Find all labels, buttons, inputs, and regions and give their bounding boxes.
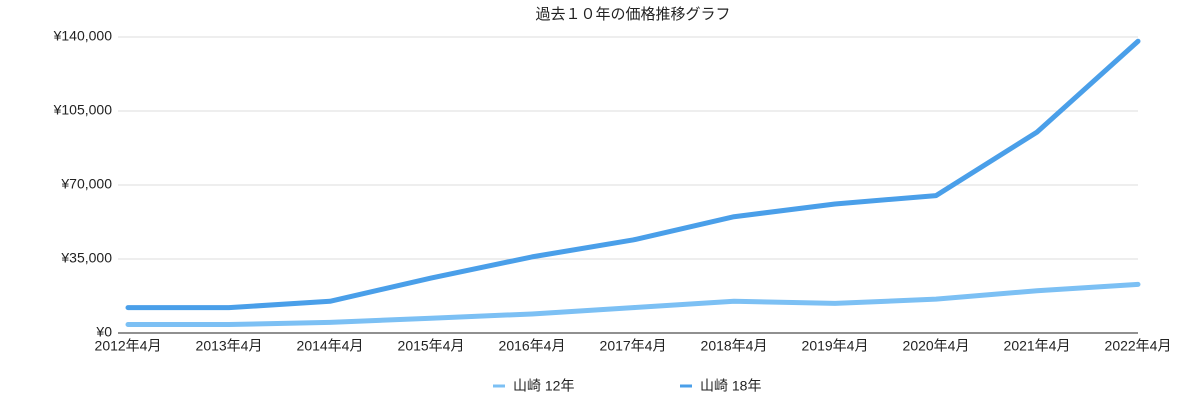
x-tick-label: 2014年4月 xyxy=(297,338,364,354)
line-series xyxy=(125,281,1141,328)
y-tick-label: ¥35,000 xyxy=(60,250,112,266)
x-tick-label: 2018年4月 xyxy=(701,338,768,354)
chart-title: 過去１０年の価格推移グラフ xyxy=(535,6,730,23)
y-tick-label: ¥0 xyxy=(95,324,112,340)
x-tick-label: 2017年4月 xyxy=(600,338,667,354)
x-tick-label: 2013年4月 xyxy=(196,338,263,354)
x-tick-label: 2012年4月 xyxy=(95,338,162,354)
y-tick-label: ¥105,000 xyxy=(53,102,113,118)
x-tick-label: 2021年4月 xyxy=(1004,338,1071,354)
x-tick-label: 2015年4月 xyxy=(398,338,465,354)
legend-label: 山崎 12年 xyxy=(513,378,574,394)
legend-label: 山崎 18年 xyxy=(700,378,761,394)
y-tick-label: ¥140,000 xyxy=(53,28,113,44)
x-tick-label: 2022年4月 xyxy=(1105,338,1172,354)
x-tick-label: 2016年4月 xyxy=(499,338,566,354)
x-tick-label: 2019年4月 xyxy=(802,338,869,354)
x-tick-label: 2020年4月 xyxy=(903,338,970,354)
y-tick-label: ¥70,000 xyxy=(60,176,112,192)
line-series xyxy=(125,38,1141,311)
